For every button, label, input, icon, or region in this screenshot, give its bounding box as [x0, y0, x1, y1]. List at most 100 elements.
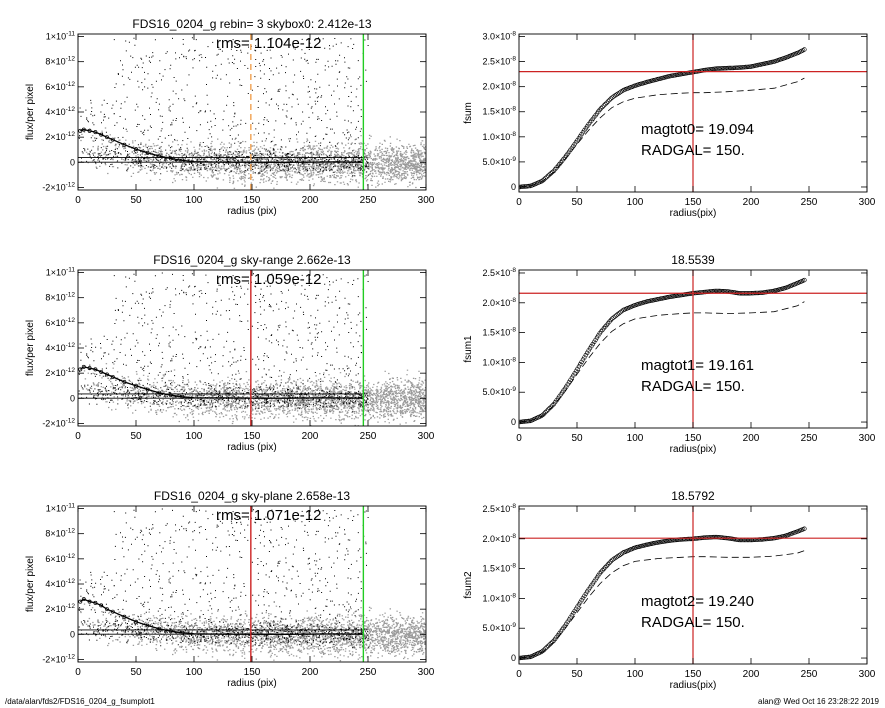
profile-point	[168, 629, 173, 634]
profile-point	[93, 367, 98, 372]
profile-point	[81, 364, 86, 369]
x-axis-label: radius (pix)	[227, 678, 276, 689]
y-tick-label: 2.5×10-8	[482, 503, 516, 514]
magtot-annotation: magtot0= 19.094	[641, 121, 754, 138]
growth-curve-points	[519, 47, 807, 190]
profile-point	[110, 137, 115, 142]
x-tick-label: 250	[801, 669, 818, 680]
scatter-points-gray	[78, 603, 426, 662]
y-tick-label: -2×10-12	[42, 181, 75, 192]
y-tick-label: 2.5×10-8	[482, 267, 516, 278]
profile-point	[134, 147, 138, 152]
y-tick-label: 1.5×10-8	[482, 106, 516, 117]
profile-point	[105, 372, 109, 377]
y-tick-label: 2.0×10-8	[482, 297, 516, 308]
profile-point	[99, 603, 104, 608]
y-tick-label: 0	[70, 629, 75, 639]
x-tick-label: 100	[186, 667, 203, 678]
profile-point	[180, 158, 185, 163]
x-axis-label: radius(pix)	[670, 680, 717, 691]
y-tick-label: 2.0×10-8	[482, 81, 516, 92]
y-tick-label: 1×10-11	[46, 267, 76, 278]
dashed-growth-curve	[519, 301, 805, 423]
profile-point	[78, 367, 83, 372]
x-axis-label: radius(pix)	[670, 444, 717, 455]
y-axis-label: flux/per pixel	[25, 320, 36, 376]
plot-area	[78, 270, 426, 426]
y-axis-label: fsum	[463, 102, 474, 124]
rms-annotation: rms= 1.059e-12	[216, 271, 321, 288]
x-tick-label: 250	[360, 195, 377, 206]
profile-point	[110, 609, 115, 614]
y-tick-label: 2.5×10-8	[482, 56, 516, 67]
x-tick-label: 50	[571, 433, 583, 444]
x-tick-label: 150	[244, 667, 261, 678]
x-tick-label: 50	[571, 669, 583, 680]
plot-area	[519, 34, 867, 192]
y-tick-label: 1.5×10-8	[482, 327, 516, 338]
magtot-annotation: magtot1= 19.161	[641, 357, 754, 374]
y-tick-label: 1.0×10-8	[482, 592, 516, 603]
profile-point	[122, 142, 127, 147]
growth-curve-points	[519, 277, 807, 425]
y-tick-label: -2×10-12	[42, 417, 75, 428]
x-tick-label: 50	[130, 667, 142, 678]
y-tick-label: 6×10-12	[45, 81, 75, 92]
y-tick-label: 6×10-12	[45, 553, 75, 564]
x-tick-label: 0	[75, 667, 81, 678]
chart-panel-3: rms= 1.059e-12 0 50 100 150 200 250 300 1×10-11 8…	[25, 253, 435, 453]
y-tick-label: 0	[511, 653, 516, 663]
profile-point	[105, 607, 109, 612]
x-tick-label: 50	[130, 195, 142, 206]
y-tick-label: 2×10-12	[45, 131, 75, 142]
x-tick-label: 300	[418, 667, 435, 678]
profile-point	[157, 154, 162, 158]
y-tick-label: 3.0×10-8	[482, 31, 516, 42]
y-tick-label: 4×10-12	[45, 106, 75, 117]
magtot-annotation: magtot2= 19.240	[641, 593, 754, 610]
x-tick-label: 150	[244, 431, 261, 442]
profile-point	[122, 380, 127, 384]
x-tick-label: 0	[516, 433, 522, 444]
profile-point	[180, 630, 185, 635]
x-tick-label: 0	[516, 669, 522, 680]
y-tick-label: 5.0×10-9	[482, 622, 516, 633]
x-tick-label: 300	[418, 195, 435, 206]
x-tick-label: 100	[186, 431, 203, 442]
y-tick-label: 1×10-11	[46, 31, 76, 42]
x-tick-label: 150	[685, 433, 702, 444]
x-axis-label: radius(pix)	[670, 208, 717, 219]
x-tick-label: 0	[75, 431, 81, 442]
chart-title: 18.5792	[671, 489, 715, 503]
x-tick-label: 100	[186, 195, 203, 206]
profile-point	[99, 132, 104, 137]
y-tick-label: 1×10-11	[46, 503, 76, 514]
profile-point	[110, 374, 115, 379]
chart-title: FDS16_0204_g rebin= 3 skybox0: 2.412e-13	[132, 17, 371, 31]
x-tick-label: 100	[627, 669, 644, 680]
chart-panel-5: rms= 1.071e-12 0 50 100 150 200 250 300 1×10-11 8…	[25, 489, 435, 689]
y-tick-label: 5.0×10-9	[482, 386, 516, 397]
y-tick-label: 4×10-12	[45, 578, 75, 589]
chart-panel-6: magtot2= 19.240 RADGAL= 150. 0 50 100 150 200 2…	[463, 489, 876, 691]
y-tick-label: 8×10-12	[45, 528, 75, 539]
x-tick-label: 150	[685, 669, 702, 680]
x-tick-label: 0	[516, 197, 522, 208]
scatter-points-gray	[83, 363, 426, 426]
y-tick-label: 0	[511, 417, 516, 427]
y-axis-label: flux/per pixel	[25, 84, 36, 140]
y-tick-label: 2.0×10-8	[482, 533, 516, 544]
plot-area	[519, 270, 867, 428]
x-tick-label: 150	[685, 197, 702, 208]
y-tick-label: 4×10-12	[45, 342, 75, 353]
profile-point	[157, 390, 162, 395]
y-tick-label: 0	[70, 393, 75, 403]
profile-point	[134, 383, 138, 388]
footer-path: /data/alan/fds2/FDS16_0204_g_fsumplot1	[5, 697, 155, 706]
x-tick-label: 200	[302, 195, 319, 206]
x-tick-label: 300	[859, 197, 876, 208]
x-tick-label: 200	[743, 433, 760, 444]
dashed-growth-curve	[519, 550, 805, 659]
dashed-growth-curve	[519, 77, 805, 188]
